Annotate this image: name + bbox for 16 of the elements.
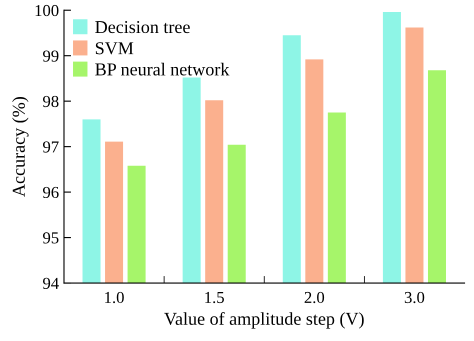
x-tick-label: 2.0 — [304, 292, 324, 304]
x-tick-label: 1.0 — [105, 292, 124, 304]
y-tick-label: 94 — [43, 278, 59, 289]
legend-label: Decision tree — [95, 21, 190, 34]
x-tick-label: 1.5 — [205, 292, 224, 304]
y-tick-label: 96 — [43, 186, 59, 198]
y-axis-title: Accuracy (%) — [12, 97, 29, 197]
y-tick-label: 99 — [43, 50, 58, 62]
y-tick-label: 98 — [43, 96, 58, 108]
legend-label: SVM — [96, 42, 134, 54]
y-tick-label: 100 — [36, 4, 58, 16]
x-tick-label: 3.0 — [404, 292, 424, 304]
x-axis-title: Value of amplitude step (V) — [164, 312, 364, 329]
legend-label: BP neural network — [95, 62, 230, 76]
y-tick-label: 97 — [43, 141, 59, 153]
y-tick-label: 95 — [43, 232, 58, 244]
